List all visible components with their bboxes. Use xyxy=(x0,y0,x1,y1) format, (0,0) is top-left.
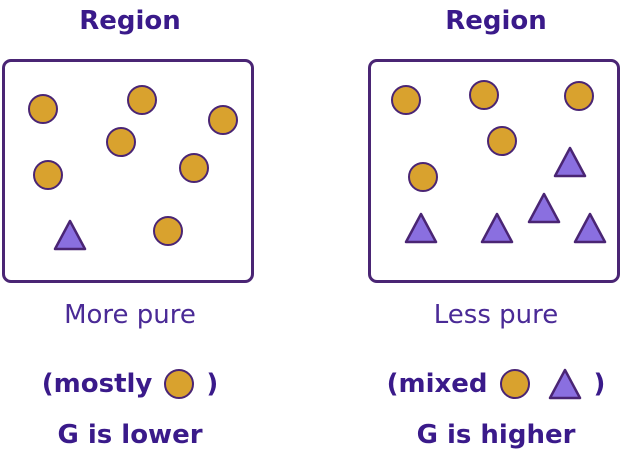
circle-icon xyxy=(164,369,195,399)
circle-icon xyxy=(127,85,157,115)
circle-icon xyxy=(208,105,238,135)
left-composition-note: (mostly ) xyxy=(0,364,260,404)
triangle-icon xyxy=(553,146,587,178)
circle-icon xyxy=(499,369,530,399)
right-composition-note: (mixed ) xyxy=(366,364,624,404)
circle-icon xyxy=(153,216,183,246)
circle-icon xyxy=(408,162,438,192)
left-region-title: Region xyxy=(79,6,181,36)
left-composition-close: ) xyxy=(206,369,219,399)
triangle-icon xyxy=(404,212,438,244)
circle-icon xyxy=(28,94,58,124)
right-region-box xyxy=(368,59,620,283)
right-gini-verdict: G is higher xyxy=(416,420,576,450)
circle-icon xyxy=(179,153,209,183)
circle-icon xyxy=(564,81,594,111)
triangle-icon xyxy=(548,368,582,400)
right-region-title: Region xyxy=(445,6,547,36)
left-panel: Region More pure (mostly ) G is lower xyxy=(0,0,260,462)
left-region-box xyxy=(2,59,254,283)
circle-icon xyxy=(469,80,499,110)
circle-icon xyxy=(487,126,517,156)
triangle-icon xyxy=(527,192,561,224)
triangle-icon xyxy=(53,219,87,251)
right-composition-close: ) xyxy=(593,369,606,399)
triangle-icon xyxy=(573,212,607,244)
left-composition-label: (mostly xyxy=(41,369,153,399)
right-composition-label: (mixed xyxy=(386,369,488,399)
circle-icon xyxy=(106,127,136,157)
circle-icon xyxy=(391,85,421,115)
right-panel: Region Less pure (mixed ) G is higher xyxy=(366,0,624,462)
left-gini-verdict: G is lower xyxy=(57,420,203,450)
triangle-icon xyxy=(480,212,514,244)
circle-icon xyxy=(33,160,63,190)
right-purity-caption: Less pure xyxy=(433,300,559,330)
left-purity-caption: More pure xyxy=(64,300,196,330)
